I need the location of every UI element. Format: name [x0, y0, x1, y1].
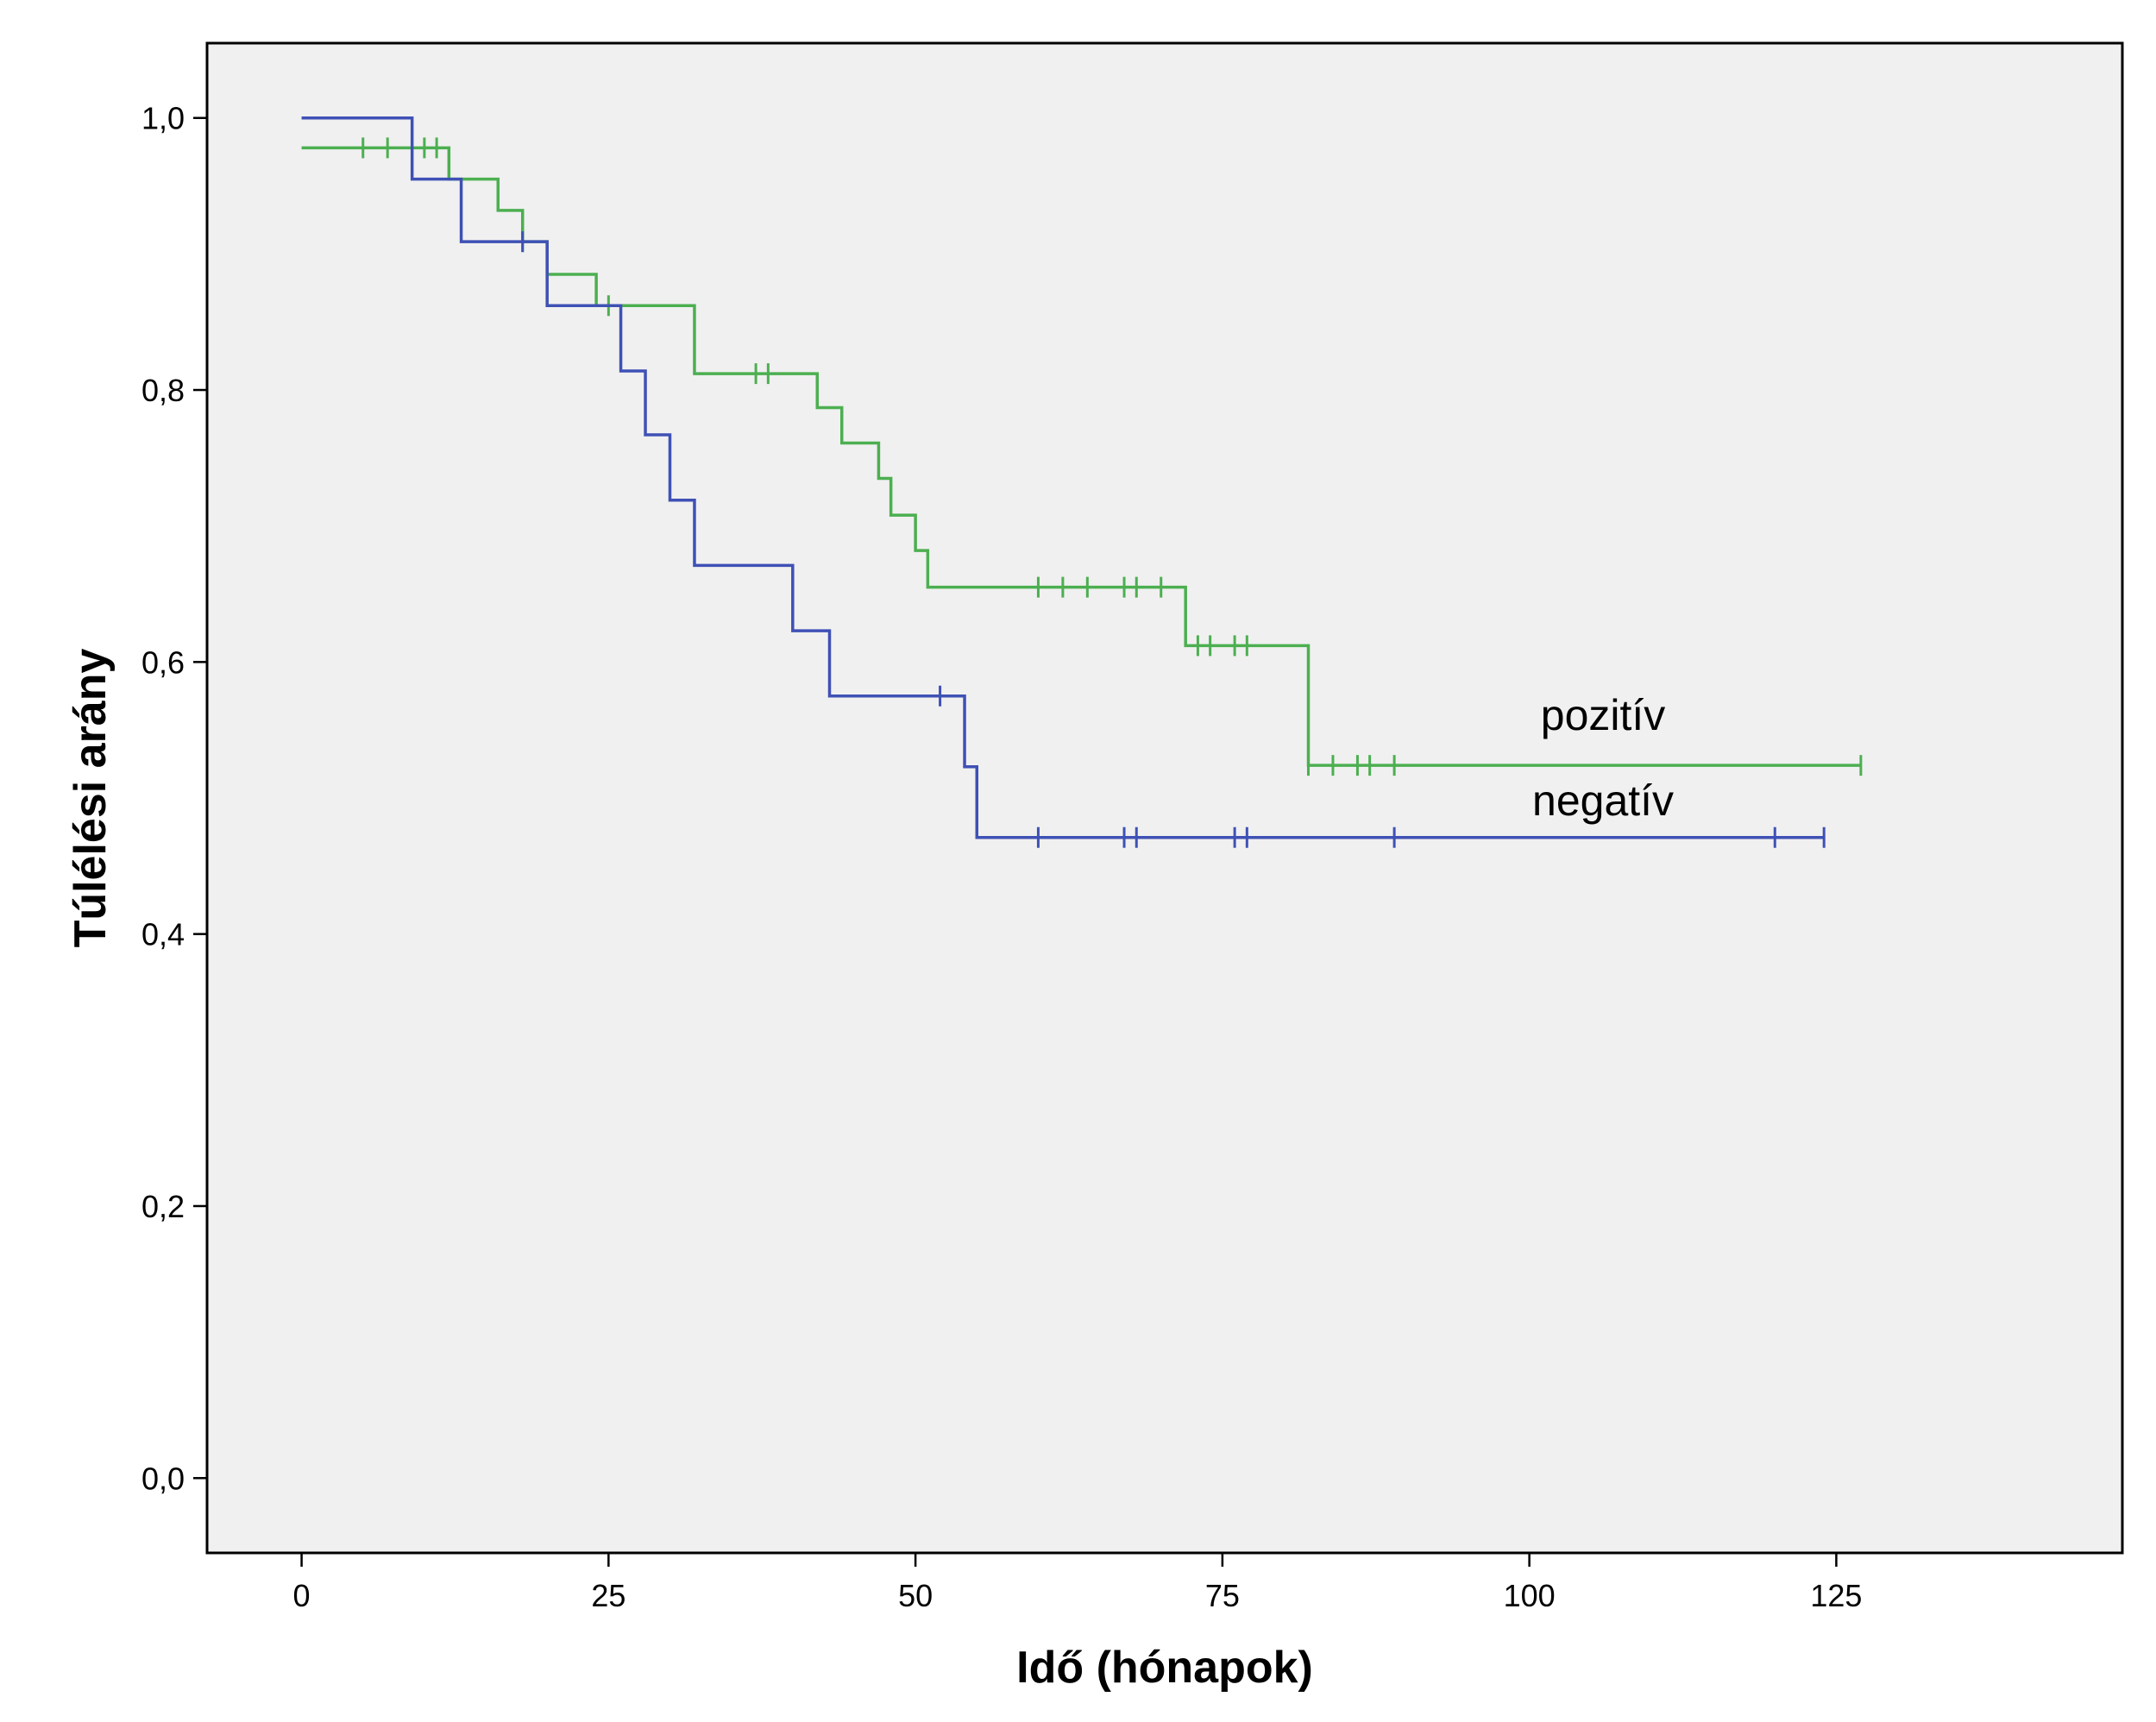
survival-curves [301, 116, 1863, 848]
curve-labels: pozitív negatív [1532, 691, 1674, 825]
x-tick-label: 75 [1205, 1578, 1240, 1613]
x-tick-label: 50 [898, 1578, 933, 1613]
y-tick-label: 1,0 [141, 101, 185, 136]
y-tick-label: 0,4 [141, 917, 185, 952]
curve-pozitiv [301, 146, 1861, 767]
y-tick-label: 0,6 [141, 644, 185, 680]
x-tick-label: 0 [293, 1578, 311, 1613]
y-tick-label: 0,0 [141, 1461, 185, 1496]
y-tick-label: 0,2 [141, 1189, 185, 1224]
y-axis: 0,0 0,2 0,4 0,6 0,8 1,0 [141, 101, 207, 1496]
curve-label: pozitív [1541, 691, 1666, 739]
plot-background [205, 41, 2124, 1555]
x-tick-label: 100 [1504, 1578, 1556, 1613]
y-tick-label: 0,8 [141, 373, 185, 408]
x-axis-title: Idő (hónapok) [1016, 1643, 1313, 1693]
x-tick-label: 25 [591, 1578, 625, 1613]
y-axis-title: Túlélési arány [66, 649, 116, 948]
x-axis: 0 25 50 75 100 125 [293, 1553, 1862, 1613]
curve-negativ [301, 116, 1825, 839]
x-tick-label: 125 [1810, 1578, 1862, 1613]
curve-label: negatív [1532, 776, 1674, 825]
